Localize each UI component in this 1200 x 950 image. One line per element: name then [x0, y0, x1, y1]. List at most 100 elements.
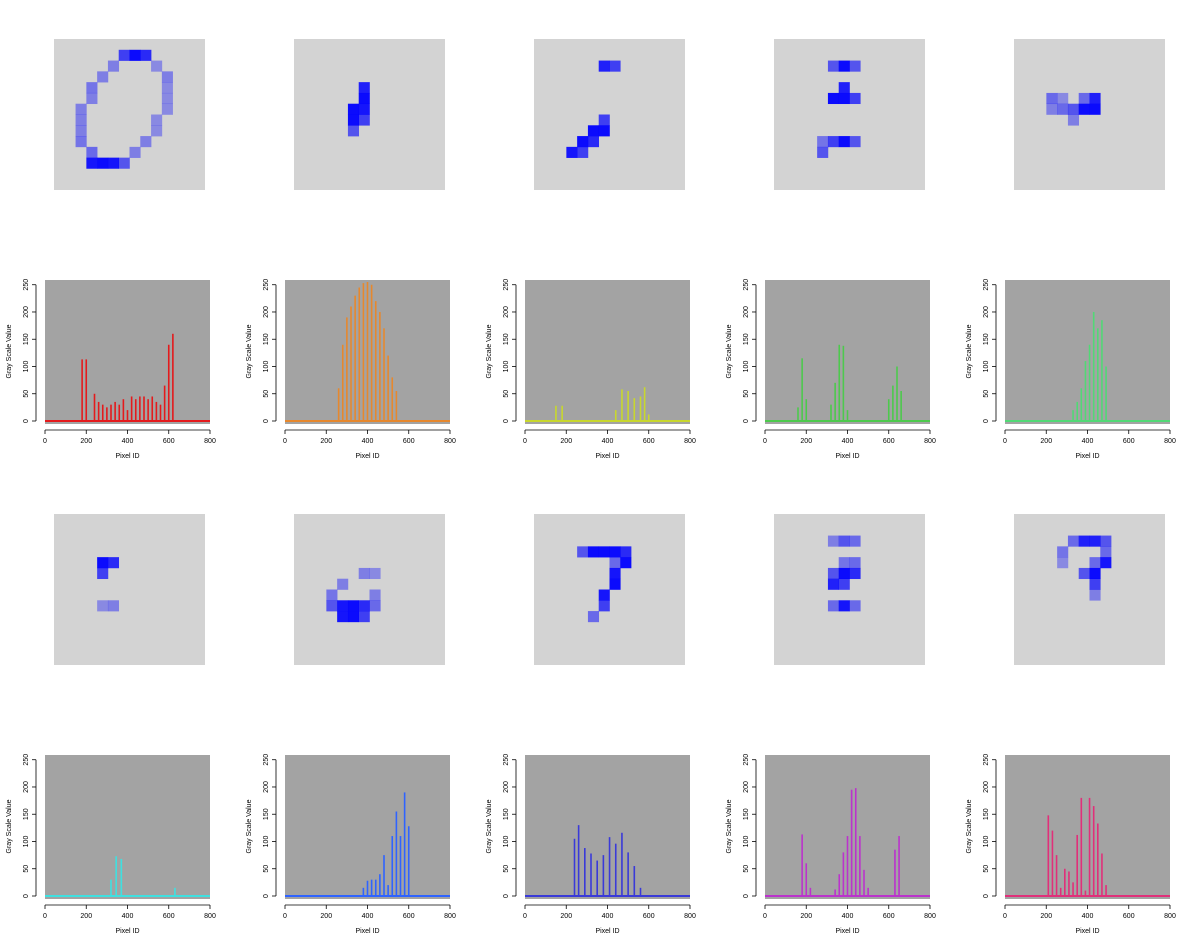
image-pixel — [1057, 557, 1069, 569]
image-pixel — [1100, 546, 1112, 558]
x-tick-label: 200 — [800, 913, 812, 920]
y-tick-label: 250 — [743, 754, 750, 766]
y-axis-label: Gray Scale Value — [246, 324, 253, 378]
image-pixel — [86, 146, 98, 158]
image-pixel — [107, 157, 120, 169]
x-axis-label: Pixel ID — [115, 928, 139, 935]
x-tick-label: 0 — [43, 913, 47, 920]
y-axis-label: Gray Scale Value — [6, 324, 13, 378]
image-pixel — [577, 146, 589, 158]
y-tick-label: 200 — [743, 781, 750, 793]
image-pixel — [118, 49, 130, 61]
image-pixel — [1089, 589, 1101, 601]
image-pixel — [577, 136, 589, 148]
image-pixel — [587, 546, 600, 558]
x-tick-label: 400 — [602, 438, 614, 445]
x-axis-label: Pixel ID — [1075, 453, 1099, 460]
y-tick-label: 0 — [23, 419, 30, 423]
x-tick-label: 800 — [924, 913, 936, 920]
image-pixel — [598, 60, 610, 72]
image-pixel — [620, 557, 632, 569]
y-tick-label: 50 — [263, 390, 270, 398]
image-pixel — [598, 546, 610, 558]
x-axis-label: Pixel ID — [595, 928, 619, 935]
y-tick-label: 200 — [503, 781, 510, 793]
y-tick-label: 100 — [983, 361, 990, 373]
x-tick-label: 400 — [362, 913, 374, 920]
image-pixel — [1089, 103, 1101, 115]
x-tick-label: 400 — [1082, 438, 1094, 445]
image-pixel — [140, 49, 152, 61]
y-tick-label: 0 — [983, 894, 990, 898]
x-tick-label: 200 — [320, 913, 332, 920]
x-tick-label: 400 — [1082, 913, 1094, 920]
x-tick-label: 0 — [283, 438, 287, 445]
y-tick-label: 50 — [23, 390, 30, 398]
digit-image-panel — [1014, 514, 1165, 665]
image-pixel — [609, 567, 621, 580]
image-pixel — [337, 611, 349, 623]
image-pixel — [161, 103, 173, 115]
x-tick-label: 0 — [763, 913, 767, 920]
x-axis-label: Pixel ID — [835, 453, 859, 460]
y-tick-label: 200 — [23, 306, 30, 318]
x-tick-label: 0 — [1003, 438, 1007, 445]
image-pixel — [1067, 114, 1080, 126]
image-pixel — [358, 82, 370, 94]
y-tick-label: 0 — [983, 419, 990, 423]
x-tick-label: 800 — [924, 438, 936, 445]
x-tick-label: 0 — [523, 438, 527, 445]
image-pixel — [827, 60, 840, 72]
image-pixel — [827, 600, 840, 612]
y-axis-label: Gray Scale Value — [966, 324, 973, 378]
image-pixel — [817, 136, 829, 148]
y-axis-label: Gray Scale Value — [726, 799, 733, 853]
y-tick-label: 200 — [983, 781, 990, 793]
x-tick-label: 600 — [1123, 438, 1135, 445]
image-pixel — [337, 578, 349, 590]
image-pixel — [369, 600, 381, 612]
x-tick-label: 600 — [403, 913, 415, 920]
x-tick-label: 0 — [43, 438, 47, 445]
image-pixel — [1067, 535, 1080, 547]
y-tick-label: 150 — [983, 333, 990, 345]
image-pixel — [849, 535, 861, 547]
digit-image-panel — [54, 39, 205, 190]
image-pixel — [347, 600, 360, 612]
image-pixel — [598, 589, 610, 601]
y-axis-label: Gray Scale Value — [966, 799, 973, 853]
image-pixel — [369, 567, 381, 580]
histogram-plot: 0 200 400 600 800 Pixel ID 0 50 100 150 200 250 Gray… — [6, 754, 216, 935]
y-tick-label: 150 — [743, 333, 750, 345]
y-tick-label: 100 — [503, 361, 510, 373]
image-pixel — [1078, 567, 1090, 580]
image-pixel — [849, 557, 861, 569]
image-pixel — [140, 136, 152, 148]
y-tick-label: 250 — [503, 754, 510, 766]
plot-background — [525, 755, 690, 899]
x-tick-label: 800 — [204, 913, 216, 920]
x-tick-label: 800 — [1164, 913, 1176, 920]
image-pixel — [1057, 546, 1069, 558]
x-tick-label: 800 — [204, 438, 216, 445]
histogram-plot: 0 200 400 600 800 Pixel ID 0 50 100 150 200 250 Gray… — [726, 754, 936, 935]
image-pixel — [849, 92, 861, 105]
x-tick-label: 400 — [122, 438, 134, 445]
y-tick-label: 0 — [503, 894, 510, 898]
image-pixel — [369, 589, 381, 601]
image-background — [54, 514, 205, 665]
plot-background — [1005, 755, 1170, 899]
y-tick-label: 100 — [503, 836, 510, 848]
x-tick-label: 200 — [560, 438, 572, 445]
image-pixel — [97, 567, 109, 580]
image-pixel — [838, 535, 850, 547]
image-pixel — [838, 60, 850, 72]
digit-image-panel — [534, 39, 685, 190]
digit-image-panel — [294, 514, 445, 665]
y-tick-label: 250 — [983, 754, 990, 766]
image-pixel — [1046, 92, 1058, 105]
image-pixel — [107, 60, 120, 72]
plot-background — [765, 280, 930, 424]
image-pixel — [161, 92, 173, 105]
image-pixel — [97, 557, 109, 569]
